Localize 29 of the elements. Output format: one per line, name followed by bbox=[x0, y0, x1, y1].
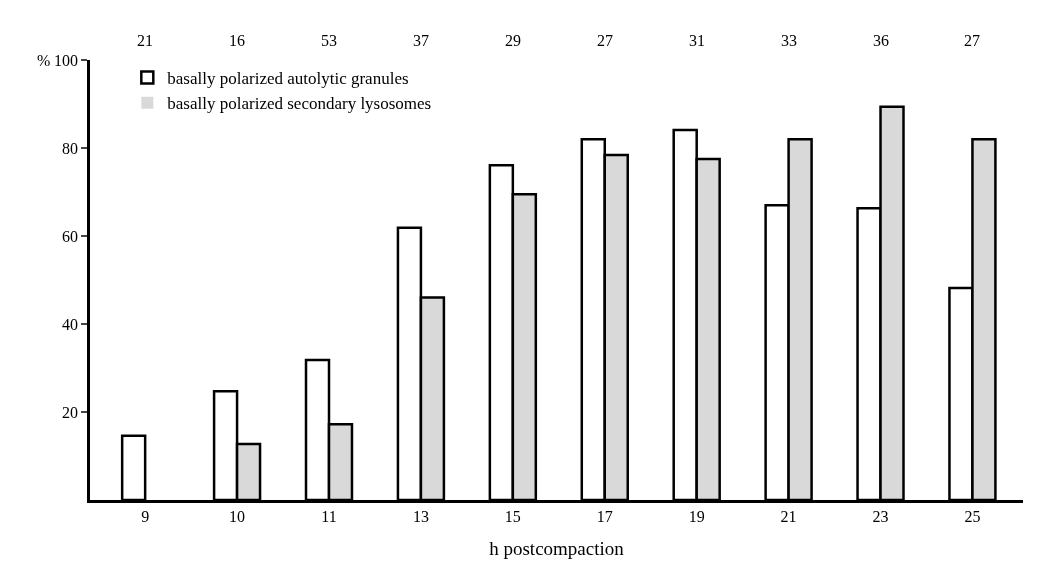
x-tick-label: 25 bbox=[964, 507, 981, 525]
x-tick-label: 23 bbox=[872, 507, 889, 525]
y-tick-label: 80 bbox=[62, 139, 79, 157]
x-axis-title: h postcompaction bbox=[489, 537, 625, 559]
x-tick-label: 9 bbox=[141, 507, 150, 525]
text: 36 bbox=[873, 32, 889, 49]
text: 16 bbox=[229, 32, 245, 49]
text: 37 bbox=[413, 32, 429, 49]
text: 31 bbox=[689, 32, 705, 49]
x-tick-label: 13 bbox=[412, 507, 429, 525]
y-tick-label: 40 bbox=[62, 315, 79, 333]
legend-label: basally polarized autolytic granules bbox=[167, 69, 409, 89]
y-tick-label: 100 bbox=[54, 51, 79, 69]
text: 33 bbox=[781, 32, 797, 49]
text: 53 bbox=[321, 32, 337, 49]
text: 27 bbox=[597, 32, 613, 49]
text: 27 bbox=[964, 32, 980, 49]
x-tick-label: 10 bbox=[229, 507, 246, 525]
legend-label: basally polarized secondary lysosomes bbox=[167, 94, 432, 114]
y-axis-title: % bbox=[37, 52, 51, 69]
x-tick-label: 11 bbox=[321, 507, 337, 525]
x-tick-label: 19 bbox=[688, 507, 705, 525]
text: 21 bbox=[137, 32, 153, 49]
y-tick-label: 60 bbox=[62, 227, 79, 245]
y-tick-label: 20 bbox=[62, 403, 79, 421]
x-tick-label: 15 bbox=[504, 507, 521, 525]
text: 29 bbox=[505, 32, 521, 49]
x-tick-label: 21 bbox=[780, 507, 797, 525]
x-tick-label: 17 bbox=[596, 507, 613, 525]
